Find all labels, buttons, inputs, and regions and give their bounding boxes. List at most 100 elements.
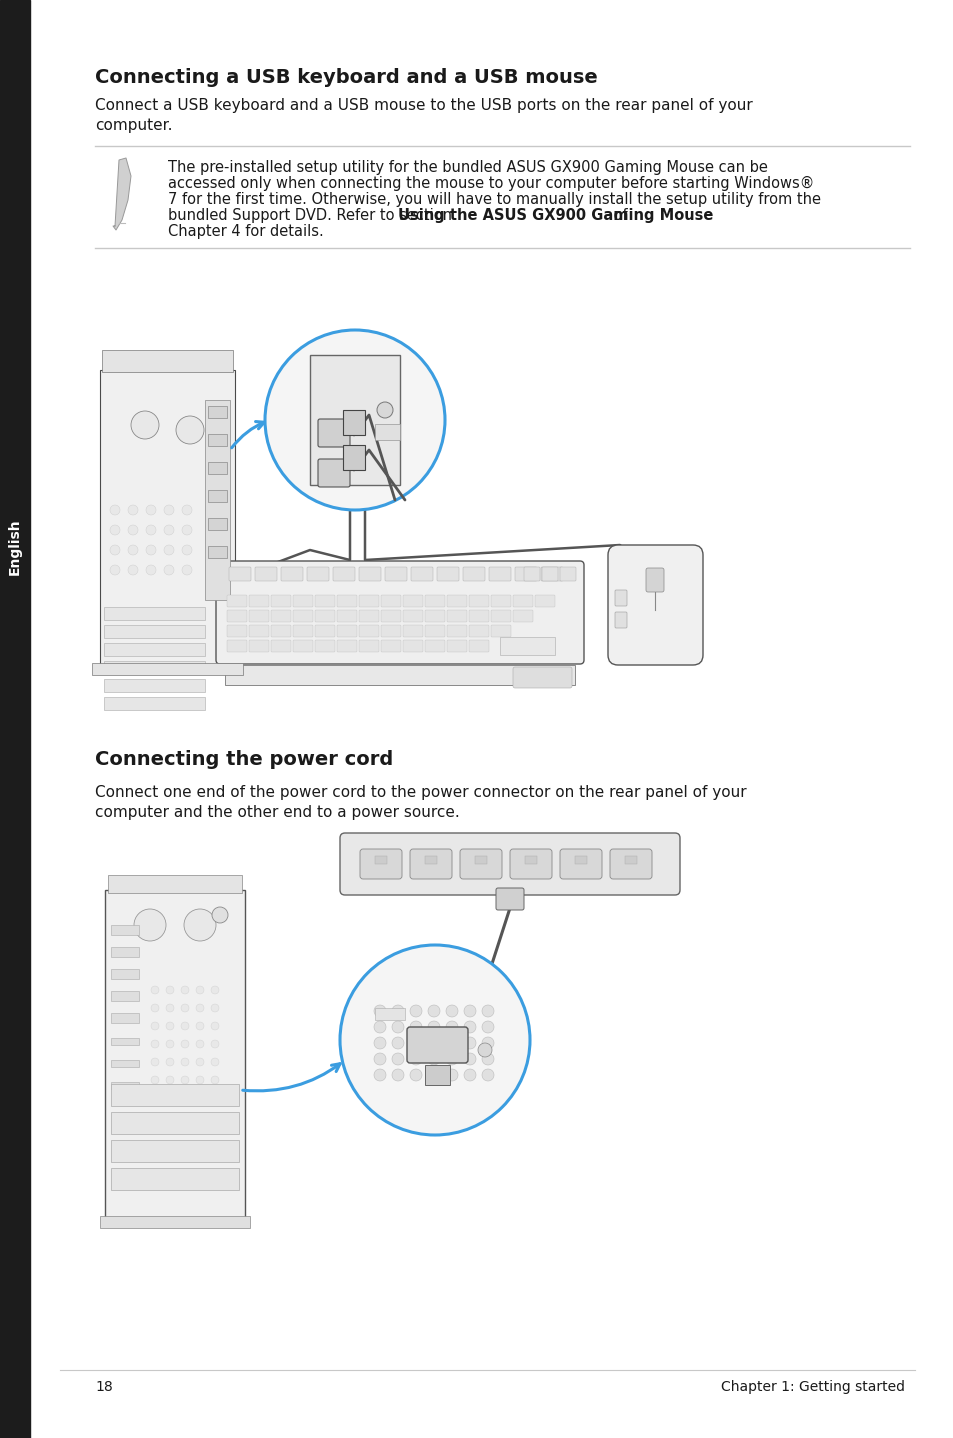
Circle shape [463, 1053, 476, 1066]
Circle shape [164, 565, 173, 575]
FancyBboxPatch shape [281, 567, 303, 581]
Circle shape [151, 1040, 159, 1048]
Bar [0, 0, 30, 1438]
Bar [208, 546, 227, 558]
Circle shape [131, 411, 159, 439]
Bar [208, 490, 227, 502]
FancyBboxPatch shape [314, 640, 335, 651]
Circle shape [446, 1037, 457, 1048]
Bar [424, 1066, 450, 1086]
FancyBboxPatch shape [358, 626, 378, 637]
FancyBboxPatch shape [615, 590, 626, 605]
Bar [111, 1140, 239, 1162]
Circle shape [374, 1021, 386, 1032]
Circle shape [164, 545, 173, 555]
Text: The pre-installed setup utility for the bundled ASUS GX900 Gaming Mouse can be: The pre-installed setup utility for the … [168, 160, 767, 175]
Bar [104, 661, 205, 674]
Circle shape [110, 505, 120, 515]
Circle shape [181, 1040, 189, 1048]
Bar [108, 874, 242, 893]
Circle shape [463, 1037, 476, 1048]
FancyBboxPatch shape [424, 626, 444, 637]
Bar [310, 355, 399, 485]
Bar [475, 856, 486, 864]
FancyBboxPatch shape [215, 561, 583, 664]
Circle shape [182, 505, 192, 515]
Circle shape [182, 525, 192, 535]
FancyBboxPatch shape [339, 833, 679, 894]
FancyBboxPatch shape [336, 610, 356, 623]
Text: Chapter 4 for details.: Chapter 4 for details. [168, 224, 323, 239]
Circle shape [195, 1022, 204, 1030]
FancyBboxPatch shape [410, 848, 452, 879]
Bar [375, 856, 387, 864]
Circle shape [133, 909, 166, 940]
Circle shape [481, 1021, 494, 1032]
Bar [104, 643, 205, 656]
Circle shape [195, 986, 204, 994]
Circle shape [211, 1004, 219, 1012]
Circle shape [151, 1058, 159, 1066]
Circle shape [428, 1053, 439, 1066]
FancyBboxPatch shape [645, 568, 663, 592]
Text: bundled Support DVD. Refer to section: bundled Support DVD. Refer to section [168, 209, 456, 223]
Text: Connect one end of the power cord to the power connector on the rear panel of yo: Connect one end of the power cord to the… [95, 785, 746, 800]
Circle shape [195, 1040, 204, 1048]
Circle shape [428, 1021, 439, 1032]
Circle shape [151, 1094, 159, 1102]
Circle shape [481, 1068, 494, 1081]
Bar [111, 1012, 139, 1022]
Text: English: English [8, 518, 22, 575]
Circle shape [146, 565, 156, 575]
Circle shape [374, 1053, 386, 1066]
FancyBboxPatch shape [293, 626, 313, 637]
Circle shape [184, 909, 215, 940]
FancyBboxPatch shape [424, 595, 444, 607]
FancyBboxPatch shape [317, 418, 350, 447]
FancyBboxPatch shape [227, 640, 247, 651]
FancyBboxPatch shape [462, 567, 484, 581]
FancyBboxPatch shape [411, 567, 433, 581]
FancyBboxPatch shape [469, 610, 489, 623]
Text: computer.: computer. [95, 118, 172, 132]
Circle shape [481, 1037, 494, 1048]
FancyBboxPatch shape [358, 595, 378, 607]
Circle shape [410, 1021, 421, 1032]
Circle shape [110, 565, 120, 575]
Circle shape [374, 1037, 386, 1048]
Bar [111, 1081, 139, 1089]
Circle shape [110, 525, 120, 535]
FancyBboxPatch shape [515, 567, 537, 581]
Bar [208, 518, 227, 531]
Circle shape [182, 545, 192, 555]
Circle shape [212, 907, 228, 923]
Bar [111, 1038, 139, 1045]
Circle shape [392, 1068, 403, 1081]
Circle shape [211, 986, 219, 994]
Circle shape [265, 329, 444, 510]
FancyBboxPatch shape [523, 567, 539, 581]
Bar [111, 991, 139, 1001]
FancyBboxPatch shape [535, 595, 555, 607]
FancyBboxPatch shape [359, 848, 401, 879]
Text: computer and the other end to a power source.: computer and the other end to a power so… [95, 805, 459, 820]
FancyBboxPatch shape [447, 640, 467, 651]
Bar [111, 1168, 239, 1191]
Circle shape [211, 1058, 219, 1066]
FancyBboxPatch shape [559, 567, 576, 581]
Circle shape [428, 1068, 439, 1081]
Circle shape [392, 1005, 403, 1017]
Bar [524, 856, 537, 864]
FancyBboxPatch shape [314, 595, 335, 607]
Circle shape [166, 1022, 173, 1030]
Circle shape [175, 416, 204, 444]
Bar [343, 410, 365, 436]
Text: Chapter 1: Getting started: Chapter 1: Getting started [720, 1380, 904, 1393]
FancyBboxPatch shape [447, 595, 467, 607]
Bar [111, 969, 139, 979]
FancyBboxPatch shape [541, 567, 558, 581]
FancyBboxPatch shape [336, 640, 356, 651]
FancyBboxPatch shape [307, 567, 329, 581]
FancyBboxPatch shape [513, 667, 572, 687]
FancyBboxPatch shape [459, 848, 501, 879]
